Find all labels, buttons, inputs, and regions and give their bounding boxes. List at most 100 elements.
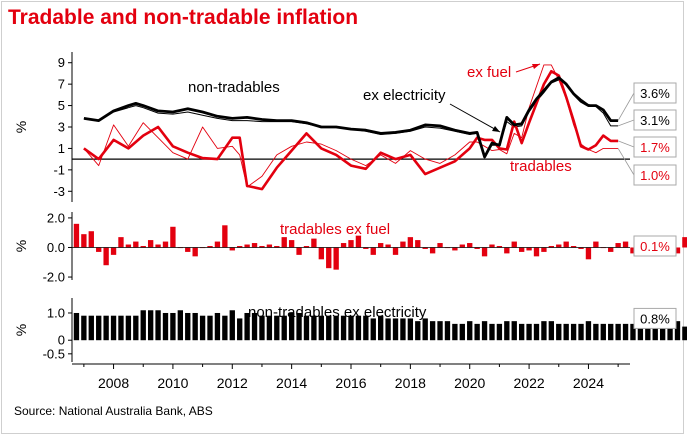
panel2-bar [237,246,243,248]
annotation-ex-electricity: ex electricity [363,87,446,104]
panel2-bar [526,247,532,251]
panel2-bar [437,243,443,248]
panel3-bar [296,312,302,341]
panel3-bar [392,318,399,341]
panel3-bar [474,323,480,341]
end-label-3: 1.7% [633,136,677,158]
panel2-bar [407,237,414,248]
panel3-bar [481,321,488,341]
panel2-bar [326,247,332,269]
panel3-bar [348,315,354,341]
panel3-bar [281,315,287,341]
panel3-bar [274,315,280,341]
panel2-y-axis-label: % [13,240,29,252]
panel2-bar [570,246,577,248]
panel3-bar [214,312,221,341]
panel3-bar [674,321,681,341]
end-label-1-box [633,82,677,104]
end-label-4-box [633,164,677,186]
panel3-bar [237,318,243,341]
panel2-bar [578,247,584,249]
panel3-bar [251,312,258,341]
panel3-bar [363,315,369,341]
panel3-bar [556,323,562,341]
panel1-y-tick-label: 9 [58,55,65,70]
series-line-nontradables [83,76,619,159]
panel3-bar [504,321,510,341]
panel2-bar [73,223,80,248]
panel1-y-tick-label: 1 [58,141,65,156]
panel2-annotation: tradables ex fuel [280,221,390,238]
panel2-bar [170,226,176,248]
panel3-bar [637,321,644,341]
panel2-bar [415,240,421,248]
panel3-bar [266,315,273,341]
panel3-bar [630,323,636,341]
panel3-bar [533,323,540,341]
panel2-bar [593,241,599,248]
panel2-end-label: 0.1% [633,235,677,257]
panel3-bar [318,315,324,341]
panel2-bar [489,244,495,248]
end-label-1-text: 3.6% [640,86,670,101]
panel2-bar [147,240,154,248]
chart-title: Tradable and non-tradable inflation [8,6,359,29]
panel3-bar [288,312,295,341]
panel2-bar [81,234,87,248]
panel3-bar [311,315,317,341]
panel3-bar [422,318,428,341]
panel3-end-label-text: 0.8% [640,311,670,326]
annotation-non-tradables: non-tradables [188,79,280,96]
panel3-bar [667,323,673,341]
x-tick-label: 2016 [335,375,366,391]
panel2-bar [474,247,480,249]
panel3-bar [600,323,606,341]
panel2-y-tick-label: 0.0 [47,240,65,255]
panel2-bar [140,246,146,248]
panel2-bar [556,244,562,248]
panel3-bar [96,315,102,341]
x-tick-label: 2018 [395,375,426,391]
panel2-bar [214,241,221,248]
panel3-bar [88,315,94,341]
panel3-bar [452,323,458,341]
panel3-bar [541,321,547,341]
panel3-bar [518,323,525,341]
panel3-bar [155,310,161,341]
panel2-bar [504,247,510,254]
x-tick-label: 2014 [276,375,307,391]
x-tick-label: 2010 [157,375,188,391]
panel2-bar [288,240,295,248]
panel3-bar [118,315,124,341]
panel3-bar [496,323,503,341]
panel2-bar [318,247,324,260]
annotation-tradables: tradables [510,158,572,175]
panel3-bar [177,310,183,341]
end-label-3-box [633,136,677,158]
panel3-bar [162,312,169,341]
x-tick-label: 2024 [573,375,604,391]
panel3-bar [437,321,443,341]
panel2-bar [281,237,287,248]
panel2-bar [251,243,258,248]
panel2-bar [155,244,161,248]
panel3-y-axis-label: % [13,324,29,336]
panel2-bar [125,244,132,248]
panel2-end-label-text: 0.1% [640,239,670,254]
panel2-bar [355,235,362,248]
panel2-bar [118,237,124,248]
series-line-nontradables-ex-electricity [83,79,619,158]
panel2-bar [630,247,636,254]
panel3-end-label-box [633,307,677,329]
panel2-bar [533,247,540,257]
panel2-bar [496,246,503,248]
panel3-bar [645,323,651,341]
panel2-bar [392,247,399,255]
panel2-bar [110,247,117,255]
panel2-bar [185,247,191,252]
panel2-bar [274,246,280,248]
panel3-bar [326,315,332,341]
end-label-2: 3.1% [633,109,677,131]
panel2-bar [622,241,629,248]
